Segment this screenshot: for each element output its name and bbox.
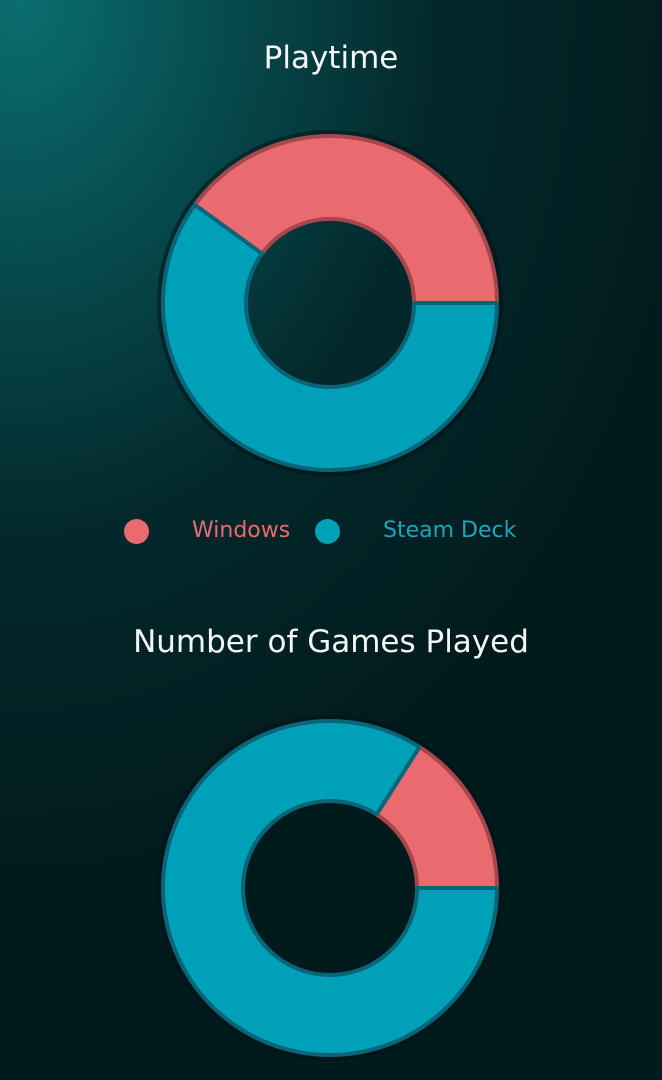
legend-label-steam-deck: Steam Deck [383, 518, 517, 543]
legend-swatch-steam-deck [315, 519, 340, 544]
legend-label-windows: Windows [192, 518, 291, 543]
donut-slice-steam-deck [161, 719, 499, 1057]
donut-slice-windows [192, 134, 499, 305]
donut-slice-steam-deck [161, 202, 499, 472]
legend-swatch-windows [124, 519, 149, 544]
games-played-donut-chart [157, 715, 503, 1061]
playtime-donut-chart [157, 130, 503, 476]
chart-title-playtime: Playtime [263, 40, 399, 76]
legend: Windows Steam Deck [0, 514, 662, 550]
chart-title-games-played: Number of Games Played [133, 624, 529, 660]
